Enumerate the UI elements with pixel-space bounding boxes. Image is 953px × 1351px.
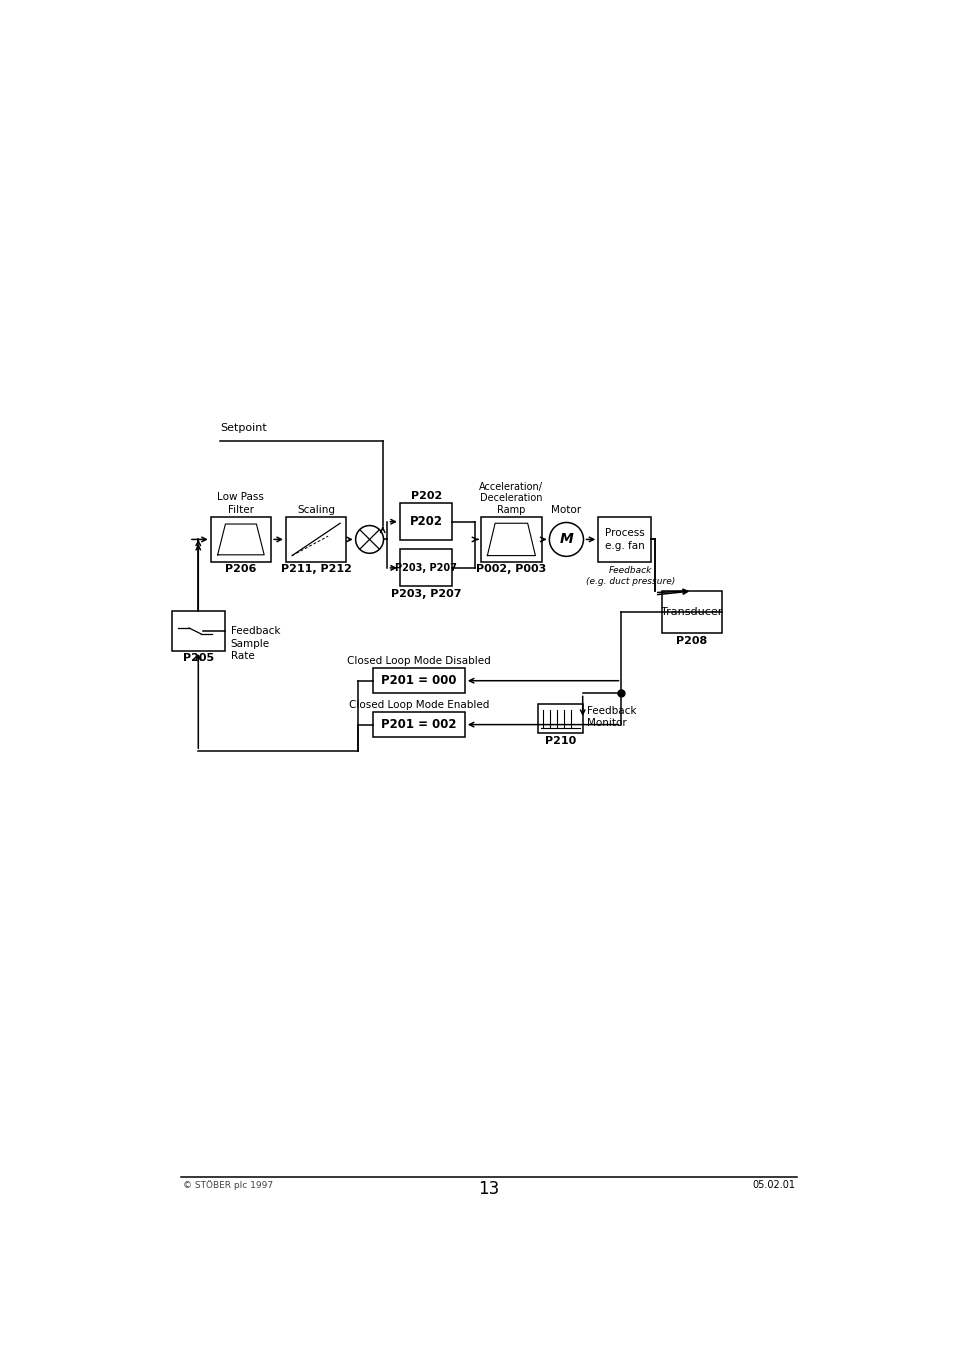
Text: M: M [559, 532, 573, 546]
Text: Feedback
Sample
Rate: Feedback Sample Rate [231, 627, 280, 661]
Text: P201 = 000: P201 = 000 [381, 674, 456, 688]
Text: P203, P207: P203, P207 [395, 563, 456, 573]
Text: Setpoint: Setpoint [220, 423, 267, 434]
Bar [286, 517, 346, 562]
Text: Closed Loop Mode Enabled: Closed Loop Mode Enabled [349, 700, 489, 709]
Bar [661, 590, 721, 634]
Text: Scaling: Scaling [296, 505, 335, 515]
Circle shape [618, 690, 624, 697]
Text: 05.02.01: 05.02.01 [751, 1179, 794, 1190]
Text: Motor: Motor [551, 505, 581, 515]
Text: P002, P003: P002, P003 [476, 565, 546, 574]
Bar [172, 611, 224, 651]
Text: Closed Loop Mode Disabled: Closed Loop Mode Disabled [347, 655, 491, 666]
Text: P203, P207: P203, P207 [391, 589, 461, 598]
Bar [211, 517, 271, 562]
Text: P201 = 002: P201 = 002 [381, 719, 456, 731]
Bar [537, 704, 582, 734]
Text: P206: P206 [225, 565, 256, 574]
Text: Feedback
Monitor: Feedback Monitor [587, 707, 637, 728]
Bar [598, 517, 650, 562]
Text: P205: P205 [183, 654, 213, 663]
Text: Transducer: Transducer [660, 607, 722, 617]
Text: Low Pass
Filter: Low Pass Filter [217, 492, 264, 515]
Text: Acceleration/
Deceleration
Ramp: Acceleration/ Deceleration Ramp [479, 481, 543, 515]
Text: © STÖBER plc 1997: © STÖBER plc 1997 [183, 1179, 273, 1190]
Bar [373, 667, 464, 693]
Text: 13: 13 [477, 1179, 499, 1198]
Text: P211, P212: P211, P212 [280, 565, 351, 574]
Text: P202: P202 [410, 490, 441, 501]
Bar [399, 550, 452, 586]
Bar [399, 503, 452, 540]
Text: Feedback
(e.g. duct pressure): Feedback (e.g. duct pressure) [585, 566, 675, 586]
Bar [373, 712, 464, 738]
Bar [480, 517, 541, 562]
Text: P208: P208 [676, 636, 707, 646]
Text: P202: P202 [409, 515, 442, 528]
Text: P210: P210 [544, 736, 576, 746]
Text: Process
e.g. fan: Process e.g. fan [604, 528, 643, 551]
